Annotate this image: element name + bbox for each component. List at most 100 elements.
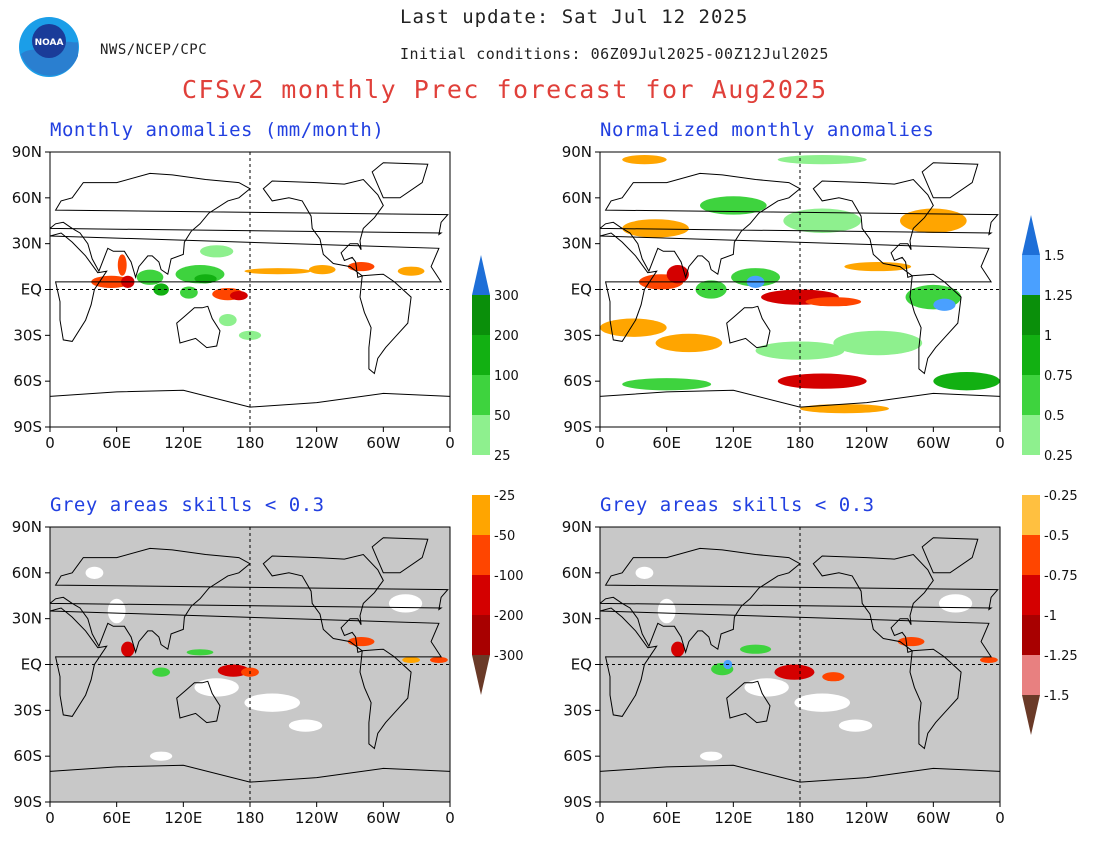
lon-label: 60E: [102, 434, 131, 452]
main-title: CFSv2 monthly Prec forecast for Aug2025: [182, 75, 828, 104]
lat-label: 60N: [562, 189, 592, 207]
anomaly-patch: [347, 262, 375, 272]
noaa-logo: NOAA: [18, 16, 80, 78]
anomaly-patch: [777, 373, 867, 389]
colorbar-label: 1.5: [1044, 249, 1065, 264]
colorbar-segment: [1022, 495, 1040, 535]
colorbar-top-arrow: [1022, 215, 1040, 255]
anomaly-patch: [218, 313, 237, 327]
lon-label: 0: [995, 434, 1005, 452]
colorbar-segment: [1022, 575, 1040, 615]
coastline: [600, 172, 999, 280]
anomaly-patch: [308, 265, 336, 275]
colorbar-segment: [472, 495, 490, 535]
colorbar-label: -0.5: [1044, 529, 1069, 544]
colorbar-label: 100: [494, 369, 519, 384]
lat-label: 60S: [563, 372, 592, 390]
colorbar-segment: [472, 335, 490, 375]
colorbar-label: -300: [494, 649, 524, 664]
coastline: [176, 305, 221, 349]
map-panel-masked-normalized: 90N 60N 30N EQ 30S 60S 90S 0 60E 120E 180 120W 60W 0: [550, 515, 1020, 835]
anomaly-patch: [900, 208, 967, 233]
lon-label: 60W: [366, 809, 400, 827]
anomaly-patch: [186, 649, 214, 656]
colorbar-label: -1.25: [1044, 649, 1078, 664]
lat-label: 90S: [563, 418, 592, 436]
lon-label: 0: [595, 809, 605, 827]
coastline: [371, 162, 429, 199]
lon-label: 120E: [164, 434, 202, 452]
coastline: [600, 389, 1000, 427]
organization-label: NWS/NCEP/CPC: [100, 42, 208, 58]
anomaly-patch: [833, 330, 923, 356]
colorbar-segment: [1022, 255, 1040, 295]
colorbar-segment: [1022, 655, 1040, 695]
lat-label: EQ: [571, 281, 592, 299]
anomaly-patch: [153, 283, 169, 296]
coastline: [262, 553, 384, 653]
coastline: [600, 764, 1000, 802]
colorbar-label: 25: [494, 449, 511, 464]
colorbar-segment: [1022, 615, 1040, 655]
lon-label: 120W: [295, 434, 339, 452]
anomaly-patch: [152, 667, 170, 677]
anomaly-patch: [200, 245, 234, 258]
lon-label: 60E: [102, 809, 131, 827]
colorbar-label: -1: [1044, 609, 1057, 624]
lat-label: 30S: [13, 701, 42, 719]
panel-title-masked-anomaly: Grey areas skills < 0.3: [50, 494, 325, 516]
anomaly-patch: [844, 262, 912, 272]
anomaly-patch: [655, 333, 723, 353]
anomaly-patch: [622, 219, 689, 238]
colorbar-segment: [1022, 295, 1040, 335]
lon-label: 0: [595, 434, 605, 452]
anomaly-patch: [238, 330, 262, 340]
lon-label: 120E: [164, 809, 202, 827]
anomaly-patch: [980, 656, 998, 663]
anomaly-patch: [217, 664, 249, 677]
anomaly-patch: [774, 664, 815, 680]
anomaly-patch: [933, 298, 956, 311]
lon-label: 120E: [714, 809, 752, 827]
coastline: [50, 764, 450, 802]
anomaly-patch: [430, 656, 448, 663]
coastline: [50, 607, 443, 717]
colorbar-label: 0.25: [1044, 449, 1073, 464]
coastline: [371, 537, 429, 574]
colorbar-label: 1: [1044, 329, 1052, 344]
lat-label: 60N: [12, 564, 42, 582]
lon-label: 0: [995, 809, 1005, 827]
colorbar-label: -1.5: [1044, 689, 1069, 704]
coastline: [726, 680, 771, 724]
lat-label: 30S: [563, 701, 592, 719]
lat-label: 60N: [562, 564, 592, 582]
anomaly-patch: [695, 280, 727, 299]
colorbar-segment: [1022, 335, 1040, 375]
lon-label: 0: [45, 809, 55, 827]
anomaly-patch: [180, 286, 198, 299]
colorbar-segment: [472, 375, 490, 415]
lat-label: 60S: [13, 747, 42, 765]
colorbar-label: 0.5: [1044, 409, 1065, 424]
lat-label: 90N: [12, 143, 42, 161]
coastline: [812, 178, 934, 278]
anomaly-patch: [666, 265, 689, 284]
lon-label: 60W: [916, 809, 950, 827]
lon-label: 180: [786, 434, 815, 452]
lat-label: 30N: [12, 235, 42, 253]
coastline: [50, 172, 449, 280]
coastline: [909, 648, 962, 750]
lat-label: 30N: [12, 610, 42, 628]
colorbar-segment: [472, 535, 490, 575]
coastline: [262, 178, 384, 278]
colorbar-label: 1.25: [1044, 289, 1073, 304]
anomaly-patch: [347, 637, 375, 647]
lat-label: 90N: [12, 518, 42, 536]
coastline: [50, 547, 449, 655]
lon-label: 180: [786, 809, 815, 827]
anomaly-patch: [230, 291, 248, 301]
panel-title-masked-normalized: Grey areas skills < 0.3: [600, 494, 875, 516]
anomaly-patch: [671, 641, 685, 657]
coastline: [359, 273, 412, 375]
colorbar-mm: 300 200 100 50 25 -25 -50 -100 -200 -300: [468, 250, 538, 700]
